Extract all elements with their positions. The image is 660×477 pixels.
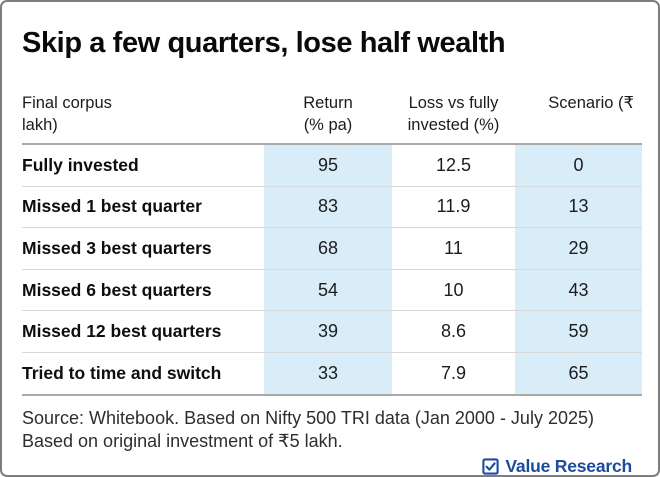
cell-return-value: 33	[264, 352, 392, 394]
cell-loss-value: 11.9	[436, 196, 471, 217]
table-row: Tried to time and switch 33 7.9 65	[22, 351, 642, 394]
cell-corpus-value: 43	[515, 269, 642, 311]
cell-return-value: 68	[264, 228, 392, 269]
column-header-line: Return	[303, 94, 353, 112]
table-header-row: Final corpus lakh) Return (% pa) Loss vs…	[22, 92, 642, 145]
source-note-line: Based on original investment of ₹5 lakh.	[22, 430, 343, 451]
table-row: Fully invested 95 12.5 0	[22, 145, 642, 186]
cell-scenario-label: Tried to time and switch	[22, 362, 222, 383]
table-row: Missed 1 best quarter 83 11.9 13	[22, 185, 642, 228]
column-header-loss: Loss vs fully invested (%)	[392, 92, 515, 136]
page-title: Skip a few quarters, lose half wealth	[22, 27, 506, 59]
cell-corpus-value: 59	[515, 311, 642, 352]
cell-loss-value: 8.6	[440, 321, 467, 342]
brand-name: Value Research	[505, 455, 632, 476]
table-row: Missed 12 best quarters 39 8.6 59	[22, 310, 642, 352]
column-header-line: (% pa)	[303, 116, 353, 134]
data-table: Final corpus lakh) Return (% pa) Loss vs…	[22, 92, 642, 396]
cell-loss-value: 7.9	[440, 362, 467, 383]
cell-scenario-label: Missed 1 best quarter	[22, 196, 202, 217]
column-header-final-corpus: Final corpus lakh)	[22, 92, 264, 136]
table-row: Missed 6 best quarters 54 10 43	[22, 268, 642, 311]
column-header-return: Return (% pa)	[264, 92, 392, 136]
value-research-logo: Value Research	[22, 455, 632, 476]
cell-loss-value: 12.5	[435, 154, 472, 175]
cell-loss-value: 10	[443, 279, 464, 300]
source-note: Source: Whitebook. Based on Nifty 500 TR…	[22, 407, 638, 453]
column-header-line: lakh)	[22, 116, 58, 134]
cell-return-value: 54	[264, 269, 392, 311]
cell-corpus-value: 65	[515, 352, 642, 394]
column-header-line: Final corpus	[22, 94, 112, 112]
checkbox-check-icon	[482, 457, 500, 475]
table-body: Fully invested 95 12.5 0 Missed 1 best q…	[22, 145, 642, 396]
cell-corpus-value: 0	[515, 145, 642, 186]
cell-return-value: 83	[264, 186, 392, 228]
cell-scenario-label: Missed 6 best quarters	[22, 279, 212, 300]
cell-scenario-label: Missed 12 best quarters	[22, 321, 222, 342]
column-header-scenario: Scenario (₹	[515, 92, 642, 136]
column-header-line: Loss vs fully	[408, 94, 499, 112]
cell-scenario-label: Missed 3 best quarters	[22, 237, 212, 258]
cell-scenario-label: Fully invested	[22, 154, 139, 175]
column-header-line: Scenario (₹	[548, 94, 634, 112]
column-header-line: invested (%)	[407, 116, 500, 134]
source-note-line: Source: Whitebook. Based on Nifty 500 TR…	[22, 407, 594, 428]
cell-corpus-value: 13	[515, 186, 642, 228]
cell-return-value: 95	[264, 145, 392, 186]
cell-loss-value: 11	[444, 237, 463, 258]
cell-corpus-value: 29	[515, 228, 642, 269]
table-row: Missed 3 best quarters 68 11 29	[22, 227, 642, 269]
cell-return-value: 39	[264, 311, 392, 352]
